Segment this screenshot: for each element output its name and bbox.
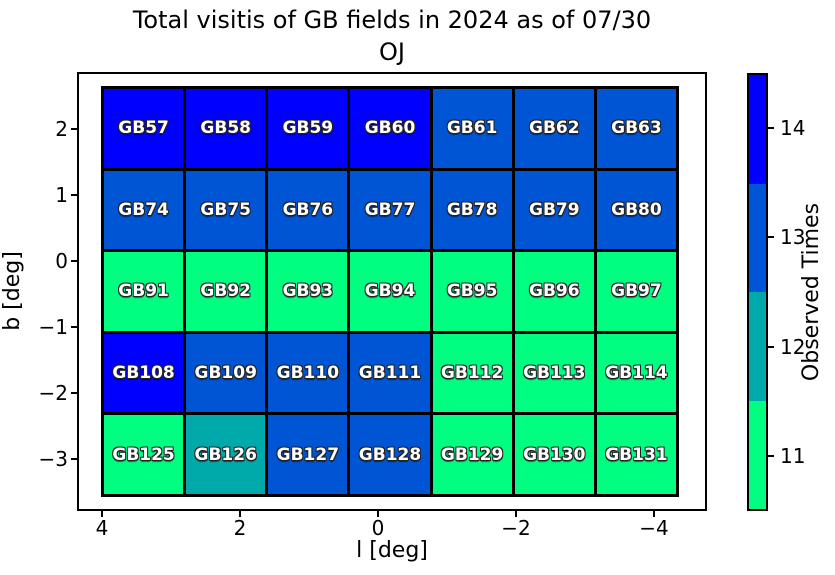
- colorbar-tick-label: 11: [780, 444, 806, 468]
- grid-cell-GB114: GB114: [596, 333, 676, 413]
- grid-cell-GB109: GB109: [186, 333, 266, 413]
- grid-cell-GB94: GB94: [350, 252, 430, 331]
- grid-cell-GB131: GB131: [596, 415, 676, 494]
- x-tick-label: 2: [233, 516, 247, 540]
- chart-title: Total visitis of GB fields in 2024 as of…: [77, 4, 707, 68]
- colorbar-segment-11: [749, 400, 766, 509]
- grid-cell-GB93: GB93: [268, 252, 348, 331]
- y-tick-label: −1: [38, 315, 68, 339]
- y-axis-label: b [deg]: [0, 251, 25, 331]
- colorbar: [747, 73, 768, 511]
- colorbar-tick-mark: [768, 455, 774, 457]
- y-tick-mark: [71, 458, 77, 460]
- colorbar-tick-mark: [768, 127, 774, 129]
- x-tick-mark: [239, 511, 241, 517]
- grid-cell-GB110: GB110: [268, 333, 348, 413]
- y-tick-mark: [71, 128, 77, 130]
- grid-cell-GB80: GB80: [596, 170, 676, 250]
- grid-cell-GB108: GB108: [104, 333, 184, 413]
- grid-cell-GB126: GB126: [186, 415, 266, 494]
- y-tick-label: −3: [38, 447, 68, 471]
- y-tick-label: 2: [55, 117, 68, 141]
- chart-title-line1: Total visitis of GB fields in 2024 as of…: [132, 6, 652, 34]
- x-tick-label: −4: [639, 516, 669, 540]
- x-tick-mark: [653, 511, 655, 517]
- grid-cell-GB76: GB76: [268, 170, 348, 250]
- colorbar-tick-mark: [768, 346, 774, 348]
- grid-cell-GB129: GB129: [432, 415, 512, 494]
- colorbar-segment-12: [749, 292, 766, 401]
- colorbar-segment-13: [749, 183, 766, 292]
- x-tick-label: 4: [95, 516, 109, 540]
- grid-cell-GB97: GB97: [596, 252, 676, 331]
- grid-cell-GB57: GB57: [104, 89, 184, 168]
- grid-cell-GB77: GB77: [350, 170, 430, 250]
- x-axis-label: l [deg]: [356, 538, 428, 563]
- grid-cell-GB127: GB127: [268, 415, 348, 494]
- colorbar-tick-label: 13: [780, 225, 806, 249]
- x-tick-mark: [515, 511, 517, 517]
- grid-cell-GB60: GB60: [350, 89, 430, 168]
- grid-cell-GB96: GB96: [514, 252, 594, 331]
- colorbar-tick-mark: [768, 236, 774, 238]
- grid-cell-GB63: GB63: [596, 89, 676, 168]
- grid-cell-GB61: GB61: [432, 89, 512, 168]
- y-tick-mark: [71, 392, 77, 394]
- grid-cell-GB78: GB78: [432, 170, 512, 250]
- x-tick-label: −2: [501, 516, 531, 540]
- grid-cell-GB74: GB74: [104, 170, 184, 250]
- grid-cell-GB95: GB95: [432, 252, 512, 331]
- colorbar-tick-label: 14: [780, 116, 806, 140]
- colorbar-axis-label: Observed Times: [799, 202, 824, 382]
- grid-cell-GB112: GB112: [432, 333, 512, 413]
- grid-cell-GB130: GB130: [514, 415, 594, 494]
- chart-title-line2: OJ: [379, 38, 405, 66]
- y-tick-label: 0: [55, 249, 68, 273]
- grid-cell-GB58: GB58: [186, 89, 266, 168]
- grid-cell-GB113: GB113: [514, 333, 594, 413]
- y-tick-label: −2: [38, 381, 68, 405]
- colorbar-tick-label: 12: [780, 335, 806, 359]
- grid-cell-GB91: GB91: [104, 252, 184, 331]
- colorbar-segment-14: [749, 75, 766, 184]
- y-tick-mark: [71, 260, 77, 262]
- grid-cell-GB111: GB111: [350, 333, 430, 413]
- grid-cell-GB59: GB59: [268, 89, 348, 168]
- grid-cell-GB75: GB75: [186, 170, 266, 250]
- grid-cell-GB125: GB125: [104, 415, 184, 494]
- grid-cell-GB92: GB92: [186, 252, 266, 331]
- x-tick-mark: [377, 511, 379, 517]
- x-tick-mark: [101, 511, 103, 517]
- grid-cell-GB128: GB128: [350, 415, 430, 494]
- y-tick-mark: [71, 194, 77, 196]
- x-tick-label: 0: [371, 516, 385, 540]
- y-tick-label: 1: [55, 183, 68, 207]
- grid-cell-GB62: GB62: [514, 89, 594, 168]
- y-tick-mark: [71, 326, 77, 328]
- grid-cell-GB79: GB79: [514, 170, 594, 250]
- heatmap-grid: GB57 GB58 GB59 GB60 GB61 GB62 GB63 GB74 GB75 GB76…: [101, 86, 679, 497]
